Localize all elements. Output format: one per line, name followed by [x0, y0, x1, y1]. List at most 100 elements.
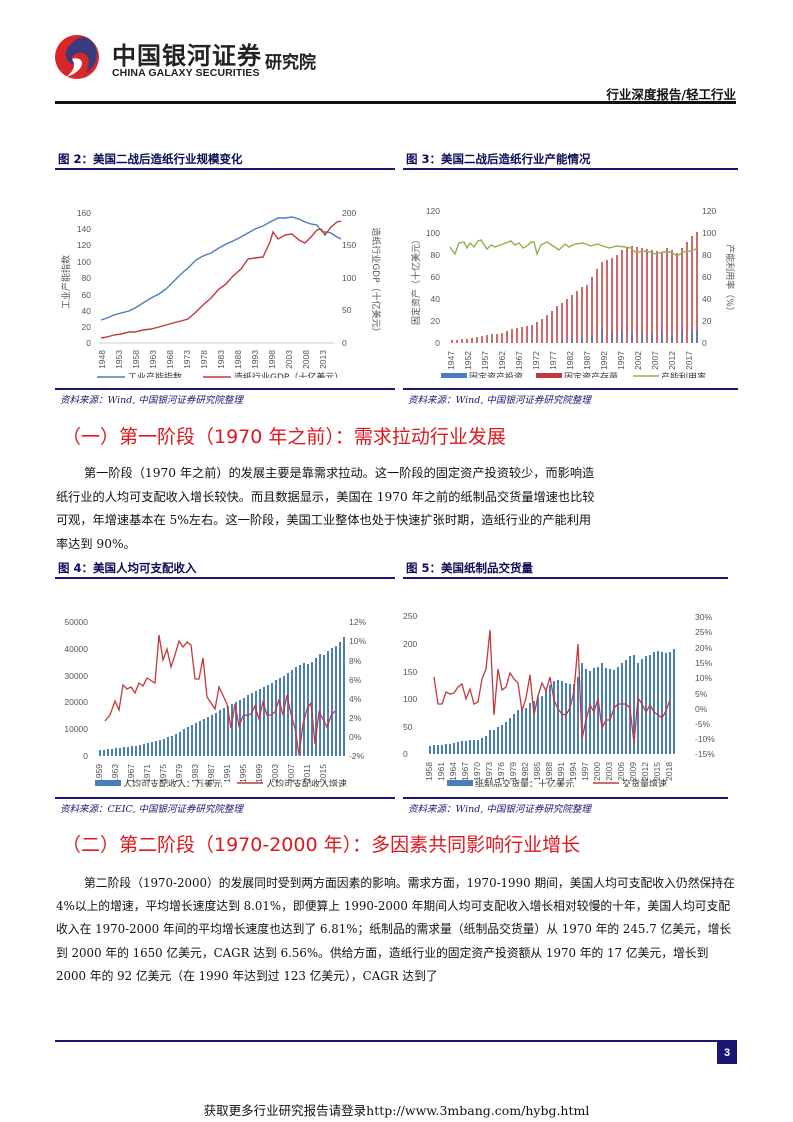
svg-text:1952: 1952	[463, 351, 473, 370]
svg-text:1979: 1979	[508, 762, 518, 781]
svg-text:30000: 30000	[64, 671, 88, 681]
svg-text:10%: 10%	[695, 673, 712, 683]
svg-text:0: 0	[86, 338, 91, 348]
svg-text:1962: 1962	[497, 351, 507, 370]
svg-text:1998: 1998	[267, 350, 277, 369]
figure-title: 图 5：美国纸制品交货量	[406, 561, 534, 575]
svg-text:100: 100	[702, 228, 716, 238]
svg-text:1953: 1953	[114, 350, 124, 369]
svg-text:10000: 10000	[64, 724, 88, 734]
svg-text:2012: 2012	[640, 762, 650, 781]
section-heading-stage-2: （二）第二阶段（1970-2000 年）：多因素共同影响行业增长	[62, 834, 581, 856]
svg-text:2012: 2012	[667, 351, 677, 370]
svg-text:0: 0	[342, 338, 347, 348]
svg-text:1983: 1983	[216, 350, 226, 369]
svg-text:1988: 1988	[544, 762, 554, 781]
promo-link-text[interactable]: 获取更多行业研究报告请登录http://www.3mbang.com/hybg.…	[203, 1103, 590, 1118]
svg-text:2007: 2007	[650, 351, 660, 370]
svg-text:1967: 1967	[460, 762, 470, 781]
svg-text:2009: 2009	[628, 762, 638, 781]
svg-text:10%: 10%	[349, 636, 366, 646]
svg-text:-10%: -10%	[695, 734, 715, 744]
figure-bottom-rule	[55, 388, 395, 390]
svg-text:100: 100	[426, 228, 440, 238]
svg-text:1994: 1994	[568, 762, 578, 781]
legend-fixed-asset-stock: 固定资产存量	[564, 371, 618, 378]
figure-source: 资料来源：CEIC, 中国银河证券研究院整理	[60, 804, 243, 815]
svg-text:2007: 2007	[286, 764, 296, 783]
galaxy-logo-icon	[55, 35, 99, 79]
svg-text:1993: 1993	[250, 350, 260, 369]
svg-text:50: 50	[403, 722, 413, 732]
svg-text:120: 120	[702, 206, 716, 216]
svg-text:5%: 5%	[695, 689, 708, 699]
svg-text:100: 100	[403, 694, 417, 704]
svg-text:2008: 2008	[301, 350, 311, 369]
svg-text:12%: 12%	[349, 617, 366, 627]
svg-text:工业产能指数: 工业产能指数	[60, 255, 72, 309]
chart-paper-shipments: 0 50 100 150 200 250 -15% -10% -5% 0% 5% 10% 15% 2…	[403, 611, 715, 787]
svg-text:1977: 1977	[548, 351, 558, 370]
legend-paper-shipments: 纸制品交货量：十亿美元	[475, 778, 574, 787]
svg-text:0: 0	[435, 338, 440, 348]
svg-text:6%: 6%	[349, 675, 362, 685]
svg-text:1976: 1976	[496, 762, 506, 781]
svg-text:1970: 1970	[472, 762, 482, 781]
svg-text:1973: 1973	[484, 762, 494, 781]
page-number: 3	[717, 1042, 737, 1064]
svg-text:20000: 20000	[64, 697, 88, 707]
svg-text:1961: 1961	[436, 762, 446, 781]
figure-source: 资料来源：Wind, 中国银河证券研究院整理	[60, 395, 243, 406]
svg-text:2003: 2003	[284, 350, 294, 369]
figure-source: 资料来源：Wind, 中国银河证券研究院整理	[408, 395, 591, 406]
svg-text:150: 150	[403, 667, 417, 677]
svg-text:60: 60	[702, 272, 712, 282]
svg-text:1999: 1999	[254, 764, 264, 783]
svg-text:120: 120	[426, 206, 440, 216]
svg-text:2003: 2003	[270, 764, 280, 783]
footer-divider	[55, 1040, 737, 1042]
svg-text:2006: 2006	[616, 762, 626, 781]
svg-text:1997: 1997	[616, 351, 626, 370]
svg-text:0: 0	[403, 749, 408, 759]
legend-fixed-asset-investment: 固定资产投资	[469, 371, 523, 378]
svg-text:1972: 1972	[531, 351, 541, 370]
svg-text:20%: 20%	[695, 643, 712, 653]
figure-title: 图 3：美国二战后造纸行业产能情况	[406, 152, 591, 166]
svg-text:250: 250	[403, 611, 417, 621]
svg-text:80: 80	[431, 250, 441, 260]
svg-text:80: 80	[702, 250, 712, 260]
section-paragraph-stage-2: 第二阶段（1970-2000）的发展同时受到两方面因素的影响。需求方面，1970…	[56, 872, 736, 988]
svg-text:2003: 2003	[604, 762, 614, 781]
figure-5: 图 5：美国纸制品交货量 0 50 100 150 200 250 -15% -10% -5…	[403, 559, 728, 815]
figure-2: 图 2：美国二战后造纸行业规模变化 0 20 40 60 80 100 120 140 160…	[55, 150, 395, 406]
svg-text:80: 80	[82, 273, 92, 283]
svg-text:120: 120	[77, 240, 91, 250]
figure-top-rule	[403, 168, 738, 170]
svg-text:2%: 2%	[349, 713, 362, 723]
svg-text:100: 100	[77, 257, 91, 267]
svg-text:100: 100	[342, 273, 356, 283]
svg-text:0%: 0%	[695, 704, 708, 714]
svg-text:150: 150	[342, 240, 356, 250]
legend-capacity-utilization: 产能利用率	[661, 371, 706, 378]
svg-text:200: 200	[403, 639, 417, 649]
svg-text:40: 40	[82, 306, 92, 316]
svg-text:1948: 1948	[97, 350, 107, 369]
svg-text:1967: 1967	[126, 764, 136, 783]
svg-text:-2%: -2%	[349, 751, 365, 761]
svg-text:2002: 2002	[633, 351, 643, 370]
company-logo: 中国银河证券 CHINA GALAXY SECURITIES 研究院	[52, 33, 342, 83]
figure-bottom-rule	[403, 797, 728, 799]
svg-text:2017: 2017	[684, 351, 694, 370]
svg-text:1979: 1979	[174, 764, 184, 783]
svg-text:1985: 1985	[532, 762, 542, 781]
svg-text:140: 140	[77, 224, 91, 234]
figure-source: 资料来源：Wind, 中国银河证券研究院整理	[408, 804, 591, 815]
svg-text:造纸行业GDP（十亿美元）: 造纸行业GDP（十亿美元）	[370, 227, 382, 336]
section-paragraph-stage-1: 第一阶段（1970 年之前）的发展主要是靠需求拉动。这一阶段的固定资产投资较少，…	[56, 462, 601, 556]
svg-text:1975: 1975	[158, 764, 168, 783]
svg-text:1978: 1978	[199, 350, 209, 369]
figure-top-rule	[55, 168, 395, 170]
logo-institute: 研究院	[265, 53, 316, 73]
